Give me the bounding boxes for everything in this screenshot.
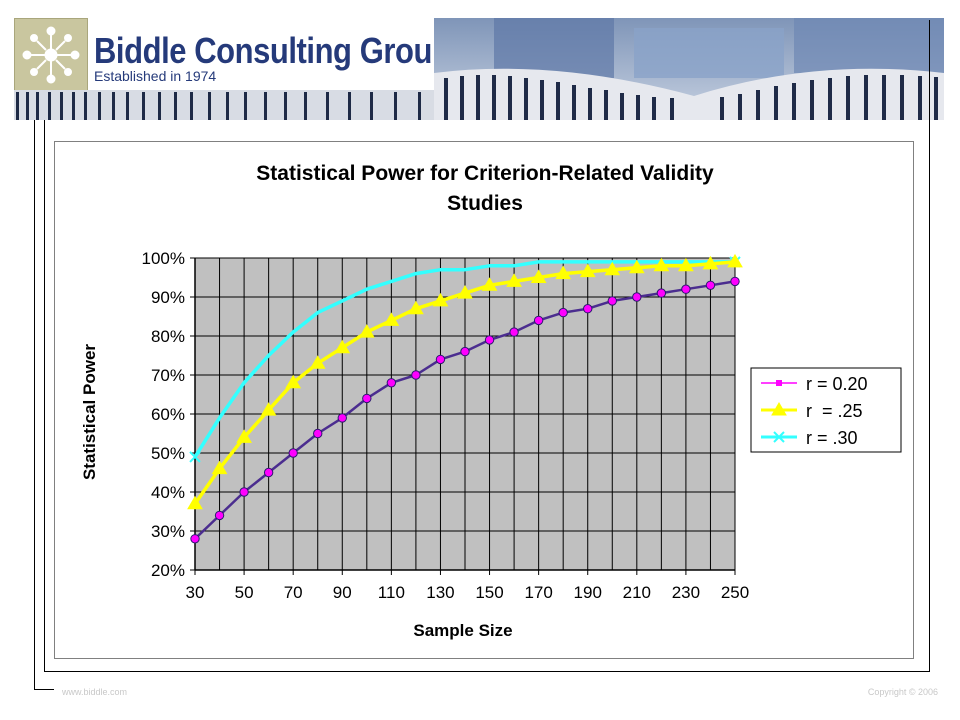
data-point-s2 <box>727 253 743 268</box>
data-point-s1 <box>239 487 249 497</box>
data-point-s2 <box>187 495 203 510</box>
data-point-s1 <box>337 413 347 423</box>
data-point-s2 <box>309 355 326 369</box>
legend-label: r = .25 <box>806 401 863 421</box>
data-point-s2 <box>506 273 522 287</box>
x-axis-label: Sample Size <box>413 621 512 640</box>
data-point-s1 <box>386 378 397 388</box>
power-chart: Statistical Power for Criterion-Related … <box>80 162 902 640</box>
data-point-s3 <box>189 451 201 463</box>
data-point-s1 <box>288 448 298 458</box>
footer-website[interactable]: www.biddle.com <box>62 687 128 697</box>
x-tick-label: 70 <box>284 583 303 602</box>
x-tick-label: 30 <box>186 583 205 602</box>
x-tick-label: 130 <box>426 583 454 602</box>
frame-inner-bottom <box>44 671 930 672</box>
x-tick-label: 90 <box>333 583 352 602</box>
data-point-s2 <box>530 269 547 283</box>
data-point-s2 <box>260 402 277 416</box>
data-point-s2 <box>432 292 449 307</box>
x-tick-label: 150 <box>475 583 503 602</box>
data-point-s2 <box>481 277 498 291</box>
data-point-s1 <box>411 370 421 380</box>
data-point-s2 <box>211 460 228 475</box>
plot-area: 20% 30% 40% 50% 60% 70% 80% 90% 100% 30 50 70 90 110 1… <box>142 249 750 602</box>
data-point-s1 <box>190 534 200 544</box>
data-point-s1 <box>362 393 372 404</box>
header-banner: Biddle Consulting Group, Inc. Establishe… <box>14 18 944 120</box>
legend-swatch-marker <box>773 431 785 443</box>
legend-swatch-marker <box>776 380 782 386</box>
footer-copyright: Copyright © 2006 <box>867 687 938 697</box>
x-tick-label: 50 <box>235 583 254 602</box>
y-tick-label: 30% <box>151 522 185 541</box>
y-tick-label: 80% <box>151 327 185 346</box>
data-point-s2 <box>653 257 670 272</box>
established-text: Established in 1974 <box>94 68 217 84</box>
y-tick-label: 90% <box>151 288 185 307</box>
frame-inner-left <box>44 120 45 672</box>
frame-inner-right <box>929 20 930 672</box>
x-tick-label: 230 <box>672 583 700 602</box>
data-point-s2 <box>628 259 645 274</box>
legend-label: r = 0.20 <box>806 374 868 394</box>
data-point-s1 <box>558 307 568 318</box>
legend-label: r = .30 <box>806 428 858 448</box>
data-point-s1 <box>509 327 519 337</box>
x-tick-label: 190 <box>574 583 602 602</box>
y-axis-label: Statistical Power <box>80 344 99 480</box>
chart-title-line-1: Statistical Power for Criterion-Related … <box>256 162 714 185</box>
company-logo <box>14 18 88 92</box>
frame-line-left <box>34 120 35 690</box>
data-point-s2 <box>555 265 572 280</box>
data-point-s2 <box>579 263 596 278</box>
data-point-s1 <box>484 335 495 345</box>
y-tick-label: 20% <box>151 561 185 580</box>
y-tick-label: 100% <box>142 249 185 268</box>
building-photo <box>434 18 944 120</box>
data-point-s2 <box>457 285 473 299</box>
data-point-s1 <box>656 288 667 298</box>
data-point-s2 <box>408 300 424 315</box>
data-point-s1 <box>214 510 225 521</box>
data-point-s1 <box>263 467 274 478</box>
x-tick-label: 110 <box>378 583 405 602</box>
data-point-s1 <box>533 315 544 326</box>
data-point-s2 <box>702 255 719 270</box>
data-point-s1 <box>730 276 740 287</box>
data-point-s1 <box>607 296 617 306</box>
y-tick-label: 40% <box>151 483 185 502</box>
y-tick-label: 60% <box>151 405 185 424</box>
series-line-3 <box>193 260 735 458</box>
x-tick-label: 210 <box>623 583 651 602</box>
chart-legend: r = 0.20 r = .25 r = .30 <box>750 367 902 453</box>
data-point-s1 <box>435 354 446 365</box>
data-point-s1 <box>681 284 691 294</box>
legend-swatch-marker <box>771 402 787 416</box>
chart-container: Statistical Power for Criterion-Related … <box>54 141 914 659</box>
data-point-s2 <box>604 261 621 276</box>
data-point-s2 <box>358 324 375 338</box>
colonnade-strip <box>14 90 434 120</box>
x-tick-label: 170 <box>524 583 552 602</box>
data-point-s1 <box>313 428 323 439</box>
frame-line-bottom <box>34 689 54 690</box>
data-point-s2 <box>678 257 694 272</box>
data-point-s2 <box>334 339 351 354</box>
data-point-s1 <box>460 346 470 357</box>
data-point-s1 <box>632 292 642 302</box>
data-point-s2 <box>285 374 302 389</box>
y-tick-label: 70% <box>151 366 185 385</box>
x-tick-label: 250 <box>721 583 749 602</box>
data-point-s2 <box>236 429 252 443</box>
data-point-s2 <box>383 312 400 326</box>
logo-emblem-icon <box>15 19 87 91</box>
y-tick-label: 50% <box>151 444 185 463</box>
chart-title-line-2: Studies <box>447 192 523 215</box>
data-point-s1 <box>583 304 593 314</box>
data-point-s1 <box>705 280 716 291</box>
